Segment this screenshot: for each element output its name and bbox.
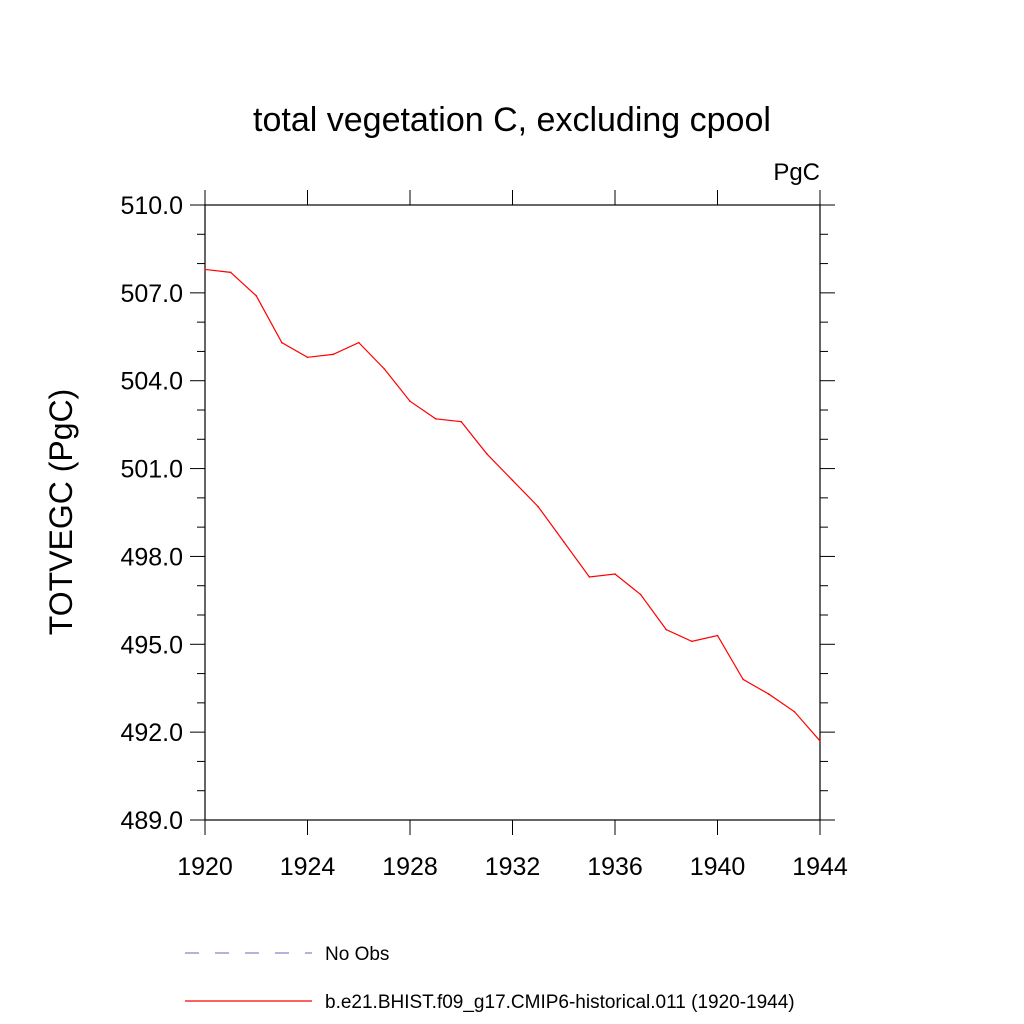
x-tick-label: 1944 (792, 853, 848, 881)
data-point (306, 356, 309, 359)
data-point (229, 271, 232, 274)
data-point (665, 628, 668, 631)
data-point (716, 634, 719, 637)
data-point (767, 693, 770, 695)
data-point (281, 341, 283, 344)
y-axis-label: TOTVEGC (PgC) (43, 389, 79, 636)
x-tick-label: 1928 (382, 853, 438, 881)
units-label: PgC (773, 159, 820, 186)
y-tick-label: 507.0 (120, 280, 183, 308)
y-tick-label: 498.0 (120, 543, 183, 571)
y-tick-label: 489.0 (120, 807, 183, 835)
legend: No Obs b.e21.BHIST.f09_g17.CMIP6-historic… (185, 944, 795, 1013)
data-point (793, 710, 796, 713)
x-tick-label: 1932 (485, 853, 541, 881)
x-tick-label: 1936 (587, 853, 643, 881)
data-point (819, 740, 821, 742)
y-tick-label: 501.0 (120, 456, 183, 484)
data-point (460, 420, 463, 423)
data-point (204, 268, 206, 271)
y-tick-label: 504.0 (120, 368, 183, 396)
legend-label: b.e21.BHIST.f09_g17.CMIP6-historical.011… (325, 992, 795, 1013)
series-line (204, 268, 821, 742)
y-tick-label: 495.0 (120, 631, 183, 659)
data-point (357, 341, 360, 344)
y-tick-label: 492.0 (120, 719, 183, 747)
axis-ticks: 489.0 492.0 495.0 498.0 501.0 504.0 507.0 510.0… (120, 190, 848, 881)
plot-frame (204, 204, 821, 821)
data-point (562, 540, 565, 543)
series-layer (204, 268, 821, 742)
data-point (511, 479, 514, 482)
data-point (614, 573, 616, 575)
y-tick-label: 510.0 (120, 192, 183, 220)
legend-label: No Obs (325, 944, 389, 965)
chart-title: total vegetation C, excluding cpool (253, 101, 771, 139)
data-point (742, 678, 744, 681)
data-point (434, 417, 437, 420)
x-tick-label: 1920 (177, 853, 233, 881)
data-point (537, 505, 539, 508)
data-point (588, 576, 591, 578)
data-point (255, 294, 258, 297)
data-point (383, 368, 386, 370)
data-point (691, 640, 693, 643)
x-tick-label: 1940 (690, 853, 746, 881)
data-point (486, 453, 488, 455)
data-point (639, 593, 642, 596)
x-tick-label: 1924 (280, 853, 336, 881)
data-point (332, 353, 334, 356)
data-point (409, 400, 411, 403)
